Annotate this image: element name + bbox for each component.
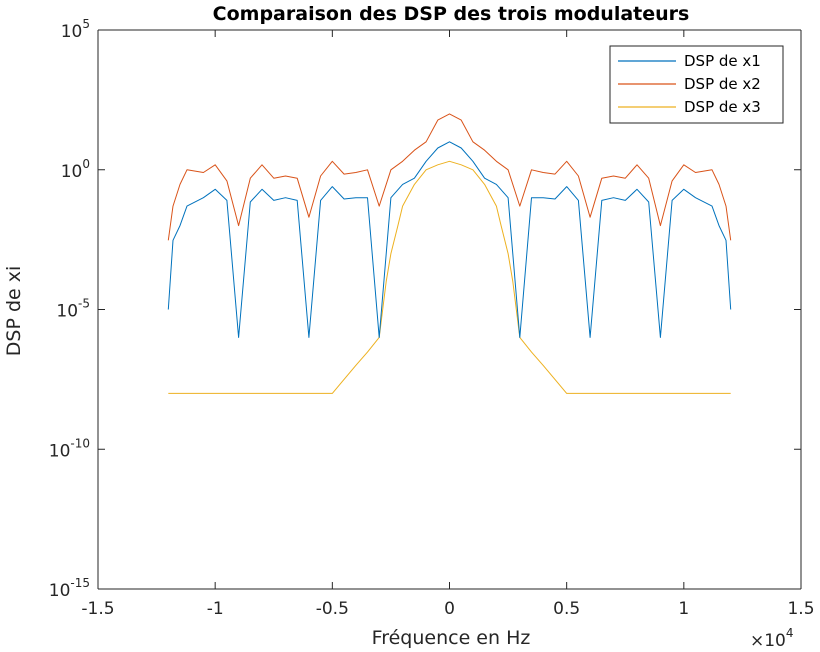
x-tick-label: 1 (678, 599, 689, 619)
x-multiplier-exponent: 4 (786, 626, 794, 640)
x-axis-multiplier: ×104 (750, 626, 794, 651)
y-tick-label: 10-15 (49, 576, 90, 601)
x-multiplier-base: ×10 (750, 631, 786, 651)
y-tick-exponent: -10 (70, 436, 90, 450)
legend-label-1: DSP de x1 (684, 52, 761, 70)
y-tick-base: 10 (61, 22, 83, 42)
x-tick-label: -0.5 (316, 599, 349, 619)
y-axis-label: DSP de xi (3, 266, 25, 357)
series-line-1 (167, 141, 732, 338)
y-tick-label: 105 (61, 17, 90, 42)
y-tick-base: 10 (61, 162, 83, 182)
legend-label-2: DSP de x2 (684, 75, 761, 93)
y-tick-label: 10-10 (49, 436, 90, 461)
x-tick-label: 1.5 (787, 599, 814, 619)
legend: DSP de x1 DSP de x2 DSP de x3 (609, 45, 784, 124)
y-tick-label: 100 (61, 157, 90, 182)
y-tick-label: 10-5 (56, 297, 90, 322)
x-tick-label: -1.5 (81, 599, 114, 619)
x-axis-label: Fréquence en Hz (372, 627, 531, 649)
x-tick-label: -1 (207, 599, 224, 619)
y-tick-exponent: 5 (82, 17, 90, 31)
series-line-3 (168, 160, 731, 394)
y-tick-exponent: -15 (70, 576, 90, 590)
y-tick-base: 10 (49, 441, 71, 461)
y-tick-exponent: -5 (78, 297, 90, 311)
legend-label-3: DSP de x3 (684, 98, 761, 116)
y-tick-base: 10 (49, 581, 71, 601)
series-layer (167, 113, 732, 394)
y-tick-exponent: 0 (82, 157, 90, 171)
y-tick-base: 10 (56, 302, 78, 322)
x-tick-label: 0 (444, 599, 455, 619)
x-tick-label: 0.5 (553, 599, 580, 619)
series-line-2 (167, 113, 732, 241)
chart-title: Comparaison des DSP des trois modulateur… (213, 3, 690, 25)
